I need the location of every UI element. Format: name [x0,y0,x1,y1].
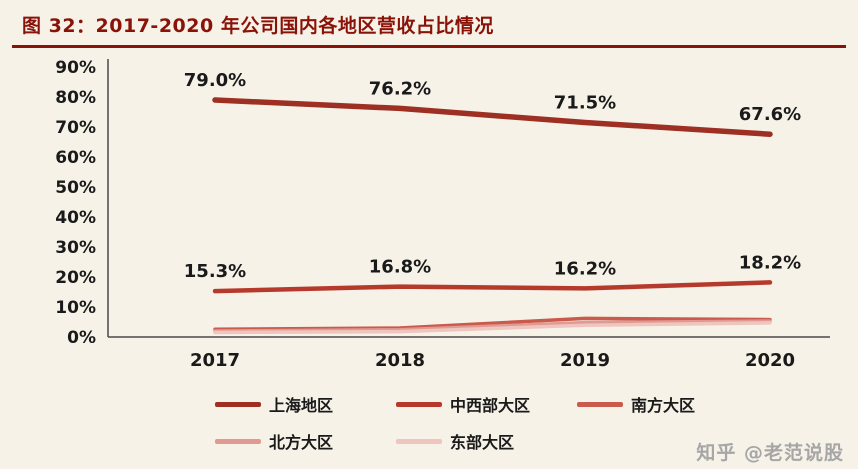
data-label-0: 76.2% [369,78,431,99]
data-label-1: 16.2% [554,258,616,279]
series-line-0 [212,97,773,137]
figure-header: 图 32：2017-2020 年公司国内各地区营收占比情况 [0,0,858,45]
y-tick-label: 70% [55,118,96,138]
data-label-0: 79.0% [184,70,246,91]
x-tick-label: 2020 [745,350,795,371]
y-tick-label: 40% [55,208,96,228]
chart-legend: 上海地区 中西部大区 南方大区北方大区 东部大区 [215,392,858,453]
legend-label: 东部大区 [450,433,515,452]
y-tick-label: 80% [55,88,96,108]
y-tick-label: 90% [55,58,96,78]
legend-label: 南方大区 [631,396,696,415]
data-label-1: 15.3% [184,261,246,282]
x-tick-label: 2017 [190,350,240,371]
watermark: 知乎 @老范说股 [696,442,844,464]
data-label-0: 71.5% [554,93,616,114]
legend-item-1: 中西部大区 [396,392,577,416]
chart-title: 图 32：2017-2020 年公司国内各地区营收占比情况 [22,15,494,37]
legend-swatch [577,401,623,407]
data-label-1: 16.8% [369,257,431,278]
series-line-4 [213,321,772,335]
title-underline [12,45,846,48]
legend-label: 上海地区 [269,396,334,415]
legend-label: 北方大区 [269,433,334,452]
legend-swatch [396,401,442,407]
legend-item-4: 东部大区 [396,429,577,453]
data-label-0: 67.6% [739,104,801,125]
y-tick-label: 30% [55,238,96,258]
legend-item-0: 上海地区 [215,392,396,416]
y-tick-label: 0% [67,328,96,348]
series-line-2 [213,316,772,331]
legend-swatch [215,438,261,444]
y-tick-label: 50% [55,178,96,198]
y-tick-label: 10% [55,298,96,318]
x-tick-label: 2018 [375,350,425,371]
legend-swatch [396,438,442,444]
legend-item-3: 北方大区 [215,429,396,453]
legend-item-2: 南方大区 [577,392,758,416]
y-tick-label: 60% [55,148,96,168]
line-chart: 0% 10% 20% 30% 40% 50% 60% 70% 80% 90% 2017 2018 201… [55,58,830,371]
legend-label: 中西部大区 [450,396,531,415]
y-tick-label: 20% [55,268,96,288]
legend-swatch [215,401,261,407]
data-label-1: 18.2% [739,252,801,273]
x-tick-label: 2019 [560,350,610,371]
series-line-1 [212,280,773,294]
